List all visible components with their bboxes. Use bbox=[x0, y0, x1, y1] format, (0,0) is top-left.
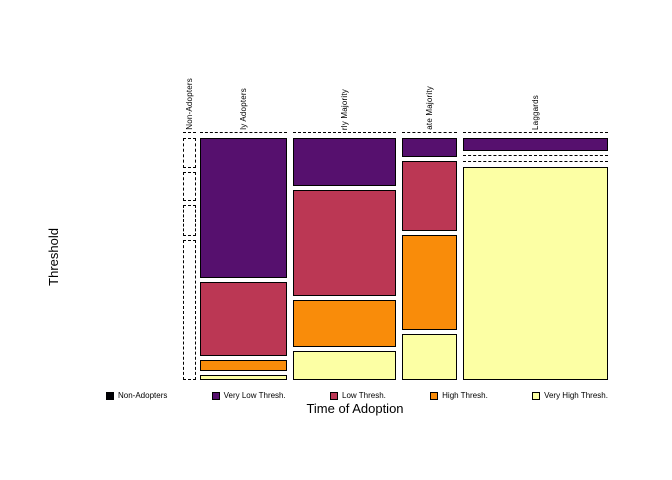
column-label: Laggards bbox=[530, 95, 540, 130]
legend-swatch bbox=[106, 391, 114, 400]
legend: Non-Adopters Very Low Thresh. Low Thresh. H… bbox=[106, 391, 608, 400]
legend-item: Non-Adopters bbox=[106, 391, 167, 400]
column-label: rly Majority bbox=[339, 88, 349, 130]
mosaic-cell bbox=[402, 161, 457, 231]
mosaic-empty-cell bbox=[463, 132, 608, 133]
mosaic-cell bbox=[200, 360, 287, 371]
y-axis-title: Threshold bbox=[46, 228, 61, 286]
mosaic-empty-cell bbox=[183, 205, 196, 236]
legend-swatch bbox=[532, 391, 541, 400]
legend-label: Very High Thresh. bbox=[544, 391, 608, 400]
legend-label: Low Thresh. bbox=[342, 391, 386, 400]
column-label: ly Adopters bbox=[238, 88, 248, 130]
column-label: ate Majority bbox=[424, 86, 434, 130]
column-label: Non-Adopters bbox=[184, 78, 194, 130]
mosaic-empty-cell bbox=[402, 132, 457, 133]
mosaic-cell bbox=[402, 138, 457, 157]
legend-item: Low Thresh. bbox=[330, 391, 386, 400]
mosaic-cell bbox=[200, 282, 287, 356]
mosaic-empty-cell bbox=[183, 138, 196, 168]
mosaic-cell bbox=[293, 300, 396, 347]
legend-label: Non-Adopters bbox=[118, 391, 168, 400]
mosaic-cell bbox=[463, 138, 608, 151]
mosaic-cell bbox=[200, 375, 287, 380]
mosaic-empty-cell bbox=[183, 240, 196, 380]
mosaic-empty-cell bbox=[463, 155, 608, 156]
mosaic-cell bbox=[293, 138, 396, 186]
legend-swatch bbox=[211, 391, 220, 400]
x-axis-title: Time of Adoption bbox=[306, 401, 404, 416]
mosaic-cell bbox=[200, 138, 287, 278]
mosaic-empty-cell bbox=[293, 132, 396, 133]
mosaic-empty-cell bbox=[183, 172, 196, 201]
mosaic-empty-cell bbox=[200, 132, 287, 133]
legend-item: High Thresh. bbox=[430, 391, 488, 400]
legend-swatch bbox=[330, 391, 338, 400]
mosaic-empty-cell bbox=[463, 161, 608, 162]
mosaic-cell bbox=[402, 334, 457, 380]
mosaic-cell bbox=[463, 167, 608, 380]
legend-label: Very Low Thresh. bbox=[223, 391, 286, 400]
mosaic-cell bbox=[402, 235, 457, 330]
legend-label: High Thresh. bbox=[442, 391, 488, 400]
legend-swatch bbox=[430, 391, 439, 400]
mosaic-cell bbox=[293, 351, 396, 380]
plot-area bbox=[183, 132, 608, 380]
legend-item: Very Low Thresh. bbox=[211, 391, 286, 400]
legend-item: Very High Thresh. bbox=[532, 391, 608, 400]
mosaic-cell bbox=[293, 190, 396, 296]
mosaic-empty-cell bbox=[183, 132, 196, 133]
